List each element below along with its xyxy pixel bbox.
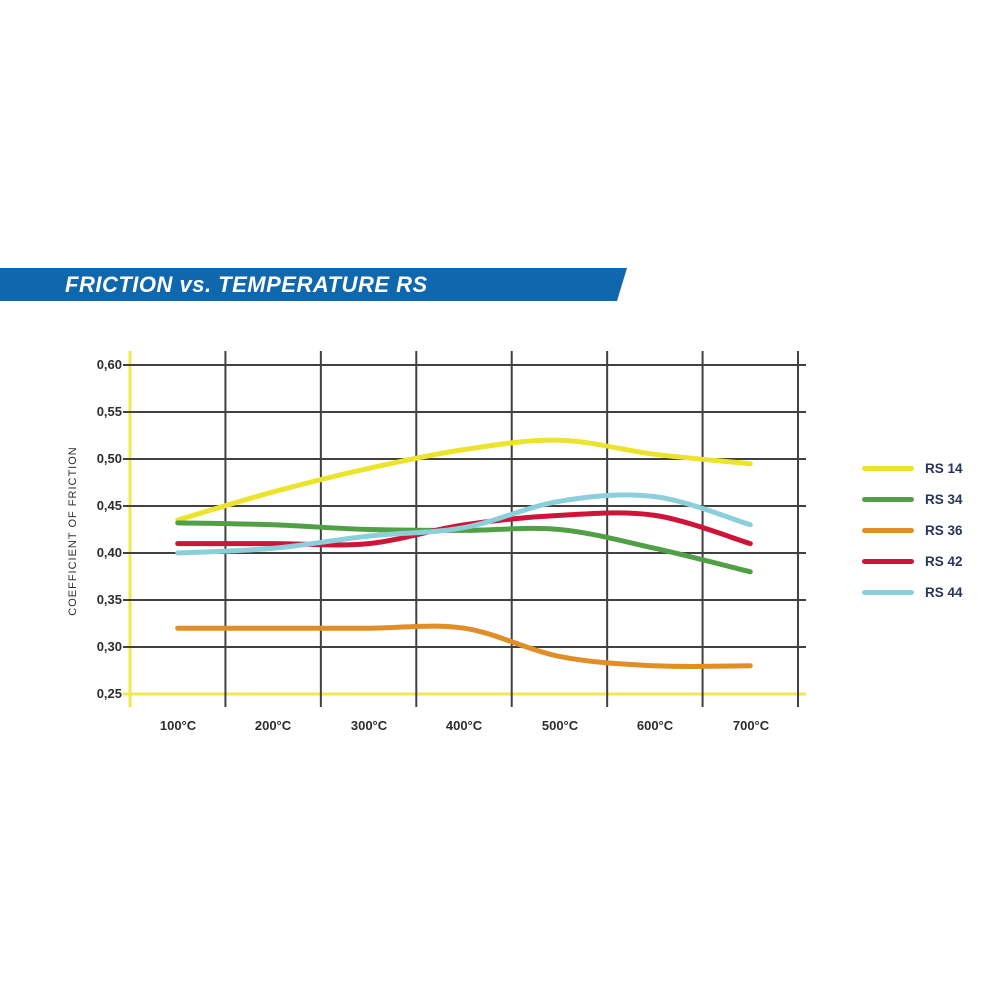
- y-tick-055: 0,55: [97, 404, 122, 419]
- rs-34-line-swatch: [862, 496, 914, 502]
- y-tick-050: 0,50: [97, 451, 122, 466]
- legend-label-rs-44: RS 44: [925, 584, 963, 600]
- x-tick-600c: 600°C: [637, 718, 674, 733]
- rs-14-line-swatch: [862, 465, 914, 471]
- rs-36-line-swatch: [862, 527, 914, 533]
- legend-item-rs-36: RS 36: [862, 519, 963, 541]
- rs-44-line-swatch: [862, 589, 914, 595]
- x-tick-400c: 400°C: [446, 718, 483, 733]
- x-tick-700c: 700°C: [733, 718, 770, 733]
- series-line-rs-34: [175, 520, 753, 575]
- series-line-rs-42: [175, 510, 753, 548]
- legend-label-rs-36: RS 36: [925, 522, 963, 538]
- y-tick-030: 0,30: [97, 639, 122, 654]
- rs-42-line-swatch: [862, 558, 914, 564]
- series-line-rs-36: [175, 623, 753, 670]
- y-tick-025: 0,25: [97, 686, 122, 701]
- legend-label-rs-14: RS 14: [925, 460, 963, 476]
- series-line-rs-44: [175, 492, 753, 556]
- series-curves: [175, 437, 753, 670]
- x-axis-tick-labels: 100°C 200°C 300°C 400°C 500°C 600°C 700°…: [160, 718, 770, 733]
- legend-item-rs-42: RS 42: [862, 550, 963, 572]
- legend-item-rs-14: RS 14: [862, 457, 963, 479]
- y-tick-060: 0,60: [97, 357, 122, 372]
- x-tick-200c: 200°C: [255, 718, 292, 733]
- legend-label-rs-34: RS 34: [925, 491, 963, 507]
- legend: RS 14 RS 34 RS 36 RS 42 RS 44: [862, 457, 963, 612]
- chart-title: FRICTION vs. TEMPERATURE RS: [65, 271, 428, 297]
- series-line-rs-14: [175, 437, 753, 523]
- y-tick-035: 0,35: [97, 592, 122, 607]
- legend-item-rs-44: RS 44: [862, 581, 963, 603]
- legend-label-rs-42: RS 42: [925, 553, 963, 569]
- y-tick-045: 0,45: [97, 498, 122, 513]
- title-banner: FRICTION vs. TEMPERATURE RS: [0, 268, 627, 301]
- y-axis-title: COEFFICIENT OF FRICTION: [67, 446, 79, 615]
- x-tick-500c: 500°C: [542, 718, 579, 733]
- x-tick-100c: 100°C: [160, 718, 197, 733]
- x-tick-300c: 300°C: [351, 718, 388, 733]
- y-axis-tick-labels: 0,60 0,55 0,50 0,45 0,40 0,35 0,30 0,25: [97, 357, 122, 701]
- legend-item-rs-34: RS 34: [862, 488, 963, 510]
- y-tick-040: 0,40: [97, 545, 122, 560]
